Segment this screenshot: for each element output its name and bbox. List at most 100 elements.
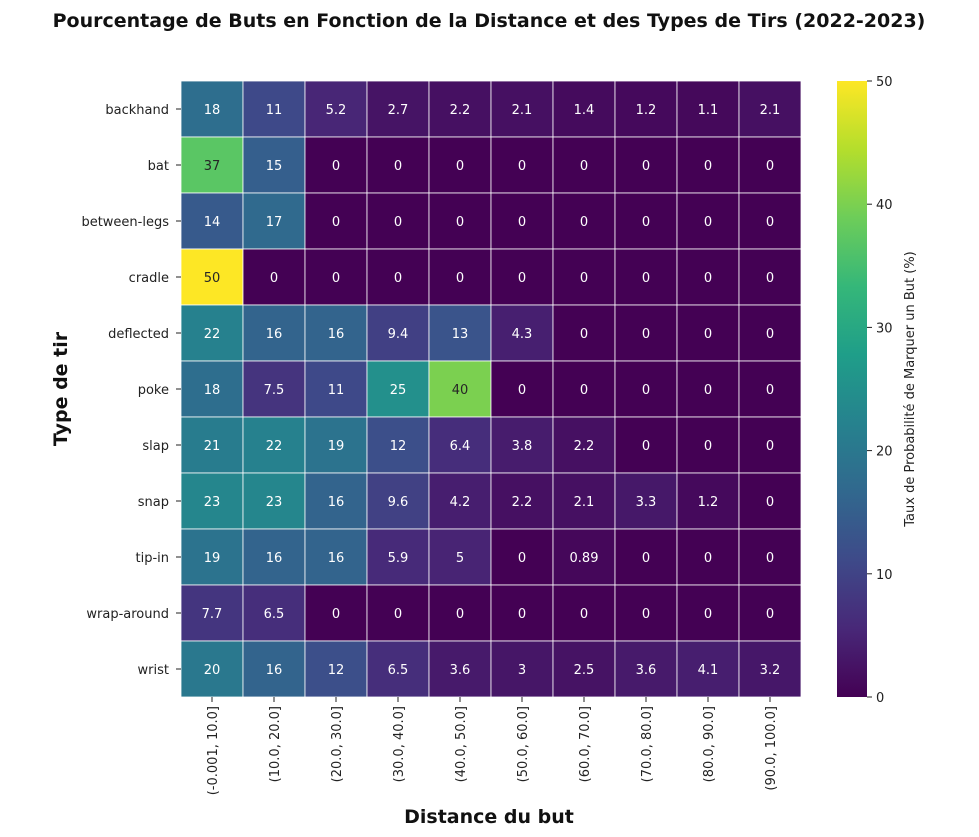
cell-value-label: 16: [328, 495, 345, 510]
colorbar-tick-label: 30: [876, 321, 893, 336]
heatmap-cell: [242, 584, 306, 642]
colorbar-tick-label: 50: [876, 75, 893, 90]
cell-value-label: 0: [642, 607, 650, 622]
heatmap-cell: [614, 472, 678, 530]
cell-value-label: 0: [332, 271, 340, 286]
cell-value-label: 0: [580, 327, 588, 342]
heatmap-cell: [304, 640, 368, 698]
cell-value-label: 0: [332, 215, 340, 230]
heatmap-cell: [676, 304, 740, 362]
cell-value-label: 40: [452, 383, 469, 398]
cell-value-label: 0: [704, 439, 712, 454]
heatmap-cell: [552, 416, 616, 474]
cell-value-label: 0: [642, 551, 650, 566]
cell-value-label: 0: [642, 439, 650, 454]
heatmap-cell: [366, 584, 430, 642]
x-tick-label: (80.0, 90.0]: [702, 706, 717, 782]
cell-value-label: 18: [204, 383, 221, 398]
colorbar-label: Taux de Probabilité de Marquer un But (%…: [903, 251, 918, 528]
heatmap-cell: [428, 584, 492, 642]
heatmap-cell: [180, 192, 244, 250]
cell-value-label: 0: [456, 271, 464, 286]
cell-value-label: 0: [642, 271, 650, 286]
heatmap-cell: [304, 360, 368, 418]
heatmap-cell: [552, 136, 616, 194]
heatmap-cell: [490, 360, 554, 418]
heatmap-cell: [428, 80, 492, 138]
colorbar-tick-label: 0: [876, 691, 884, 706]
cell-value-label: 20: [204, 663, 221, 678]
y-tick-label: backhand: [105, 103, 169, 118]
chart-title: Pourcentage de Buts en Fonction de la Di…: [53, 10, 926, 32]
cell-value-label: 25: [390, 383, 407, 398]
heatmap-cell: [552, 304, 616, 362]
heatmap-cell: [428, 640, 492, 698]
heatmap-cell: [676, 360, 740, 418]
heatmap-cell: [366, 640, 430, 698]
cell-value-label: 0: [766, 215, 774, 230]
cell-value-label: 12: [328, 663, 345, 678]
y-tick-labels: backhand bat between-legs cradle deflected po…: [81, 103, 181, 678]
cell-value-label: 13: [452, 327, 469, 342]
cell-value-label: 19: [204, 551, 221, 566]
heatmap-cell: [180, 584, 244, 642]
cell-value-label: 2.5: [574, 663, 595, 678]
heatmap-cell: [676, 192, 740, 250]
cell-value-label: 6.5: [264, 607, 285, 622]
cell-value-label: 0: [704, 383, 712, 398]
cell-value-label: 11: [328, 383, 345, 398]
cell-value-label: 5: [456, 551, 464, 566]
cell-value-label: 12: [390, 439, 407, 454]
heatmap-cell: [614, 136, 678, 194]
cell-value-label: 0: [766, 159, 774, 174]
heatmap-cell: [738, 248, 802, 306]
cell-value-label: 0: [766, 327, 774, 342]
heatmap-cell: [614, 528, 678, 586]
cell-value-label: 16: [328, 327, 345, 342]
heatmap-cell: [180, 248, 244, 306]
cell-value-label: 2.2: [512, 495, 533, 510]
cell-value-label: 1.2: [636, 103, 657, 118]
cell-value-label: 2.1: [512, 103, 533, 118]
x-tick-label: (70.0, 80.0]: [640, 706, 655, 782]
cell-value-label: 0: [642, 327, 650, 342]
cell-value-label: 5.2: [326, 103, 347, 118]
heatmap-cell: [552, 192, 616, 250]
cell-value-label: 0: [766, 439, 774, 454]
x-tick-label: (30.0, 40.0]: [392, 706, 407, 782]
cell-value-label: 0: [580, 271, 588, 286]
heatmap-cell: [738, 80, 802, 138]
cell-value-label: 3.6: [450, 663, 471, 678]
heatmap-cell: [304, 80, 368, 138]
y-tick-label: cradle: [129, 271, 169, 286]
cell-value-label: 6.5: [388, 663, 409, 678]
cell-value-label: 50: [204, 271, 221, 286]
cell-value-label: 0: [518, 215, 526, 230]
heatmap-cell: [180, 360, 244, 418]
heatmap-cell: [366, 472, 430, 530]
heatmap-cell: [738, 472, 802, 530]
cell-value-label: 0: [518, 159, 526, 174]
y-tick-label: slap: [142, 439, 169, 454]
heatmap-cell: [490, 80, 554, 138]
cell-value-label: 0: [704, 215, 712, 230]
heatmap-cell: [676, 248, 740, 306]
y-tick-label: between-legs: [81, 215, 169, 230]
heatmap-cell: [552, 248, 616, 306]
cell-value-label: 19: [328, 439, 345, 454]
heatmap-cell: [242, 80, 306, 138]
heatmap-cell: [366, 136, 430, 194]
heatmap-cell: [490, 416, 554, 474]
cell-value-label: 0: [766, 383, 774, 398]
heatmap-cell: [676, 416, 740, 474]
cell-value-label: 7.5: [264, 383, 285, 398]
cell-value-label: 1.1: [698, 103, 719, 118]
x-tick-label: (40.0, 50.0]: [454, 706, 469, 782]
heatmap-cell: [552, 640, 616, 698]
cell-value-label: 23: [204, 495, 221, 510]
x-axis-title: Distance du but: [404, 806, 574, 828]
cell-value-label: 17: [266, 215, 283, 230]
heatmap-cell: [428, 192, 492, 250]
cell-value-label: 6.4: [450, 439, 471, 454]
y-tick-label: poke: [138, 383, 169, 398]
